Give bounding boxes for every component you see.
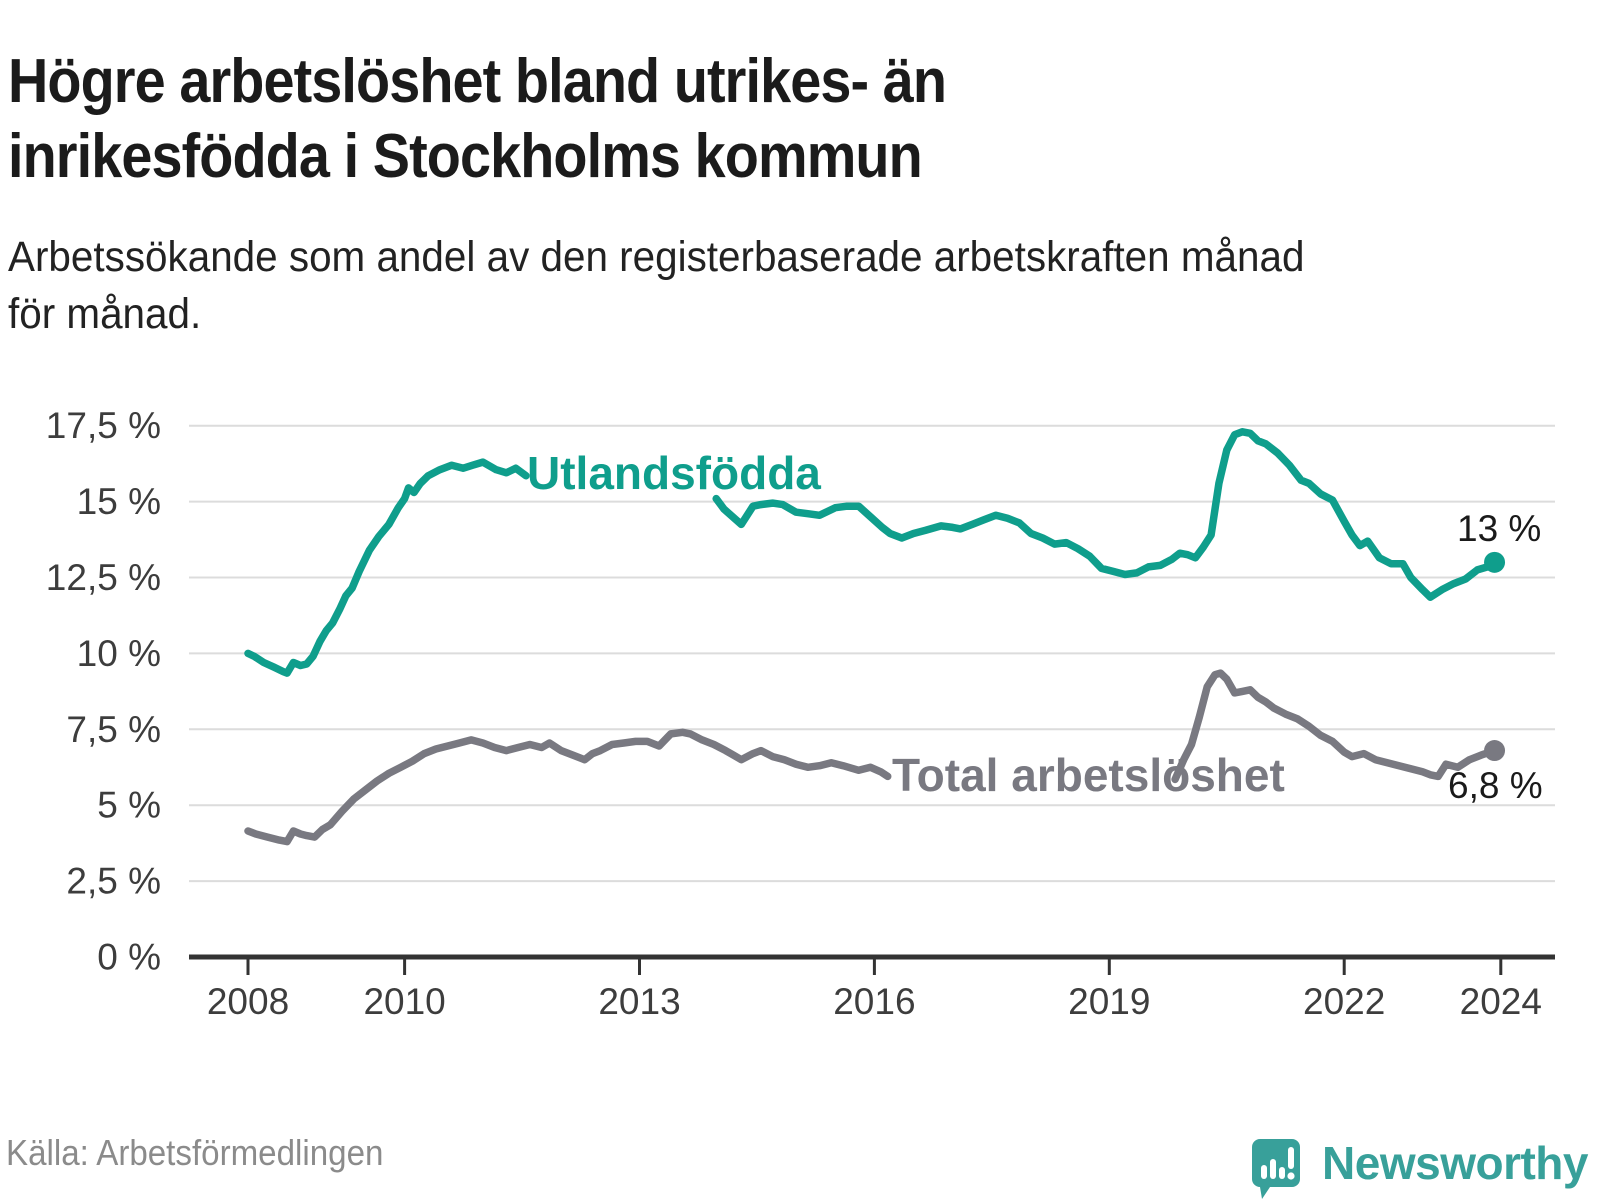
y-axis-tick-label: 10 % (77, 633, 161, 674)
series-line-utlandsfodda-seg0 (244, 458, 530, 677)
x-axis-tick-label-2016: 2016 (833, 981, 915, 1022)
y-axis-tick-label: 2,5 % (66, 861, 161, 902)
series-end-dot-utlandsfodda (1484, 551, 1506, 573)
series-end-label-total-arbetsloshet: 6,8 % (1448, 765, 1543, 806)
y-axis-tick-label: 17,5 % (46, 405, 161, 446)
y-axis-tick-label: 7,5 % (66, 709, 161, 750)
x-axis-tick-label-2008: 2008 (207, 981, 289, 1022)
newsworthy-branding: Newsworthy (1252, 1136, 1588, 1199)
series-label-total-arbetsloshet: Total arbetslöshet (892, 749, 1285, 801)
y-axis-tick-label: 15 % (77, 481, 161, 522)
y-axis-tick-label: 0 % (97, 937, 161, 978)
source-note: Källa: Arbetsförmedlingen (6, 1132, 384, 1173)
series-end-dot-total-arbetsloshet (1484, 740, 1506, 762)
x-axis-tick-label-2010: 2010 (363, 981, 445, 1022)
series-line-total-arbetsloshet-seg1 (1171, 669, 1499, 784)
newsworthy-logo-text: Newsworthy (1322, 1137, 1588, 1189)
x-axis-tick-label-2013: 2013 (598, 981, 680, 1022)
series-line-utlandsfodda-seg1 (712, 428, 1499, 601)
chart-subtitle: Arbetssökande som andel av den registerb… (8, 233, 1305, 339)
y-axis-tick-label: 12,5 % (46, 557, 161, 598)
x-axis-tick-label-2024: 2024 (1460, 981, 1542, 1022)
newsworthy-logo-icon (1252, 1139, 1301, 1199)
x-axis-tick-label-2022: 2022 (1303, 981, 1385, 1022)
y-axis-tick-label: 5 % (97, 785, 161, 826)
chart-title: Högre arbetslöshet bland utrikes- än inr… (8, 46, 947, 192)
x-axis-tick-label-2019: 2019 (1068, 981, 1150, 1022)
series-label-utlandsfodda: Utlandsfödda (527, 447, 821, 499)
series-line-total-arbetsloshet-seg0 (244, 728, 892, 846)
series-end-label-utlandsfodda: 13 % (1457, 508, 1541, 549)
